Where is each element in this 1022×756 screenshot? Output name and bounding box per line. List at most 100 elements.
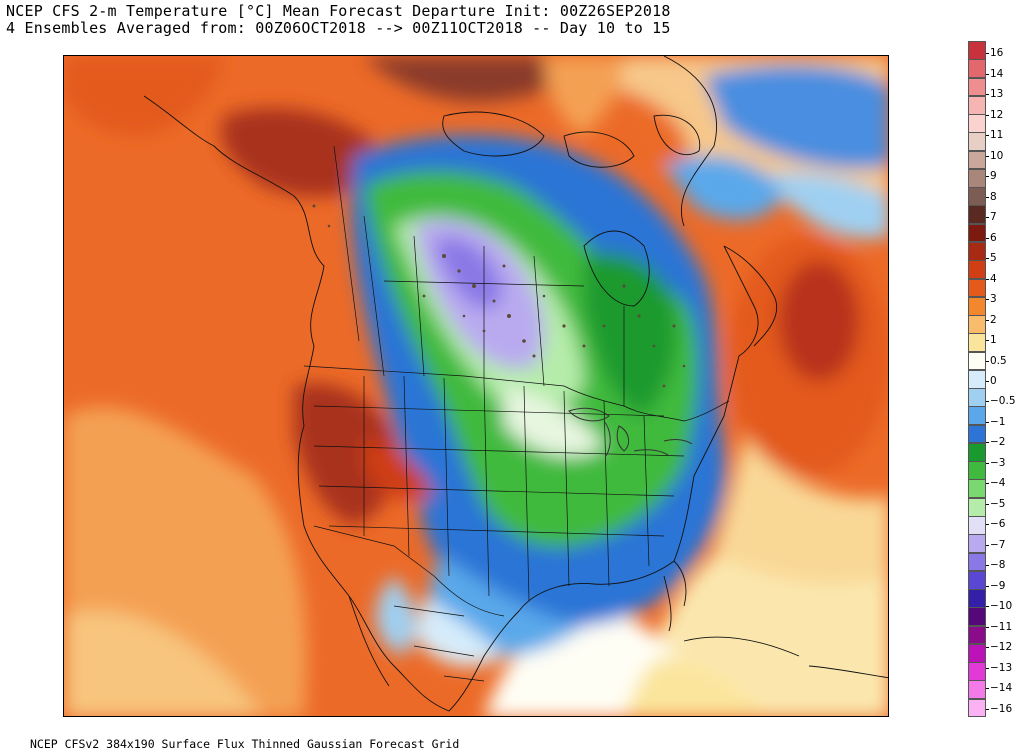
colorbar-label: −5 — [990, 497, 1006, 510]
colorbar-swatch — [968, 442, 986, 462]
colorbar-tick — [986, 647, 989, 649]
colorbar-tick — [986, 421, 989, 423]
temperature-departure-map — [63, 55, 889, 717]
colorbar-tick — [986, 176, 989, 178]
colorbar-label: 11 — [990, 129, 1004, 142]
colorbar-label: 2 — [990, 313, 997, 326]
colorbar-tick — [986, 278, 989, 280]
colorbar-label: −13 — [990, 661, 1013, 674]
colorbar-tick — [986, 483, 989, 485]
colorbar-tick — [986, 155, 989, 157]
colorbar-swatch — [968, 95, 986, 115]
colorbar-tick — [986, 524, 989, 526]
colorbar-tick — [986, 135, 989, 137]
map-canvas — [64, 56, 888, 716]
colorbar-swatch — [968, 479, 986, 499]
colorbar-label: 1 — [990, 334, 997, 347]
colorbar-tick — [986, 340, 989, 342]
colorbar-swatch — [968, 461, 986, 480]
anomaly-shading — [64, 56, 888, 716]
colorbar-swatch — [968, 662, 986, 681]
political-borders — [303, 145, 730, 682]
colorbar-swatch — [968, 388, 986, 407]
colorbar-tick — [986, 442, 989, 444]
colorbar-label: 5 — [990, 252, 997, 265]
map-title: NCEP CFS 2-m Temperature [°C] Mean Forec… — [6, 2, 671, 20]
colorbar-swatch — [968, 114, 986, 133]
temperature-colorbar: 16 14 13 12 11 10 9 8 7 6 5 4 3 2 1 0.5 0 −0.5 −1 −2 −3 −4 −5 −… — [968, 41, 1022, 718]
colorbar-label: −7 — [990, 538, 1006, 551]
colorbar-tick — [986, 94, 989, 96]
colorbar-label: 8 — [990, 190, 997, 203]
colorbar-swatch — [968, 643, 986, 663]
colorbar-tick — [986, 708, 989, 710]
colorbar-swatch — [968, 278, 986, 298]
colorbar-label: 6 — [990, 231, 997, 244]
coastlines — [143, 56, 888, 712]
colorbar-tick — [986, 503, 989, 505]
colorbar-tick — [986, 565, 989, 567]
colorbar-swatch — [968, 589, 986, 608]
great-lakes — [568, 407, 693, 457]
colorbar-label: −16 — [990, 702, 1013, 715]
colorbar-tick — [986, 401, 989, 403]
colorbar-tick — [986, 544, 989, 546]
colorbar-tick — [986, 196, 989, 198]
colorbar-label: −14 — [990, 682, 1013, 695]
colorbar-label: −1 — [990, 415, 1006, 428]
colorbar-tick — [986, 381, 989, 382]
colorbar-label: −8 — [990, 559, 1006, 572]
colorbar-swatch — [968, 570, 986, 590]
colorbar-label: −12 — [990, 641, 1013, 654]
colorbar-label: 14 — [990, 67, 1004, 80]
colorbar-label: 0 — [990, 375, 997, 387]
colorbar-tick — [986, 217, 989, 219]
colorbar-swatch — [968, 698, 986, 718]
colorbar-swatch — [968, 607, 986, 627]
colorbar-swatch — [968, 406, 986, 426]
colorbar-swatch — [968, 333, 986, 353]
colorbar-label: 4 — [990, 272, 997, 285]
colorbar-label: −4 — [990, 477, 1006, 490]
colorbar-label: 13 — [990, 88, 1004, 101]
colorbar-tick — [986, 667, 989, 669]
colorbar-swatch — [968, 223, 986, 243]
colorbar-tick — [986, 73, 989, 75]
colorbar-swatch — [968, 77, 986, 97]
colorbar-swatch — [968, 680, 986, 700]
colorbar-swatch — [968, 552, 986, 572]
colorbar-swatch — [968, 369, 986, 389]
colorbar-label: 16 — [990, 47, 1004, 60]
colorbar-tick — [986, 114, 989, 116]
colorbar-swatch — [968, 516, 986, 535]
colorbar-swatch — [968, 534, 986, 554]
colorbar-tick — [986, 462, 989, 464]
colorbar-swatch — [968, 625, 986, 645]
colorbar-label: −2 — [990, 436, 1006, 449]
colorbar-label: −0.5 — [990, 395, 1016, 408]
colorbar-swatch — [968, 59, 986, 79]
colorbar-label: −3 — [990, 456, 1006, 469]
lakes — [312, 204, 686, 388]
colorbar-swatch — [968, 187, 986, 206]
colorbar-tick — [986, 299, 989, 301]
colorbar-label: −10 — [990, 600, 1013, 613]
colorbar-swatch — [968, 315, 986, 334]
grid-info-footer: NCEP CFSv2 384x190 Surface Flux Thinned … — [30, 737, 460, 751]
colorbar-tick — [986, 319, 989, 321]
colorbar-swatch — [968, 351, 986, 371]
colorbar-swatch — [968, 497, 986, 517]
colorbar-tick — [986, 237, 989, 239]
colorbar-label: 3 — [990, 293, 997, 306]
colorbar-swatch — [968, 132, 986, 152]
map-subtitle: 4 Ensembles Averaged from: 00Z06OCT2018 … — [6, 19, 671, 37]
colorbar-label: 9 — [990, 170, 997, 183]
colorbar-label: −6 — [990, 518, 1006, 531]
colorbar-swatch — [968, 205, 986, 225]
colorbar-label: 10 — [990, 149, 1004, 162]
colorbar-swatch — [968, 168, 986, 188]
colorbar-tick — [986, 585, 989, 587]
colorbar-label: 12 — [990, 108, 1004, 121]
colorbar-tick — [986, 53, 989, 55]
colorbar-label: 7 — [990, 211, 997, 224]
